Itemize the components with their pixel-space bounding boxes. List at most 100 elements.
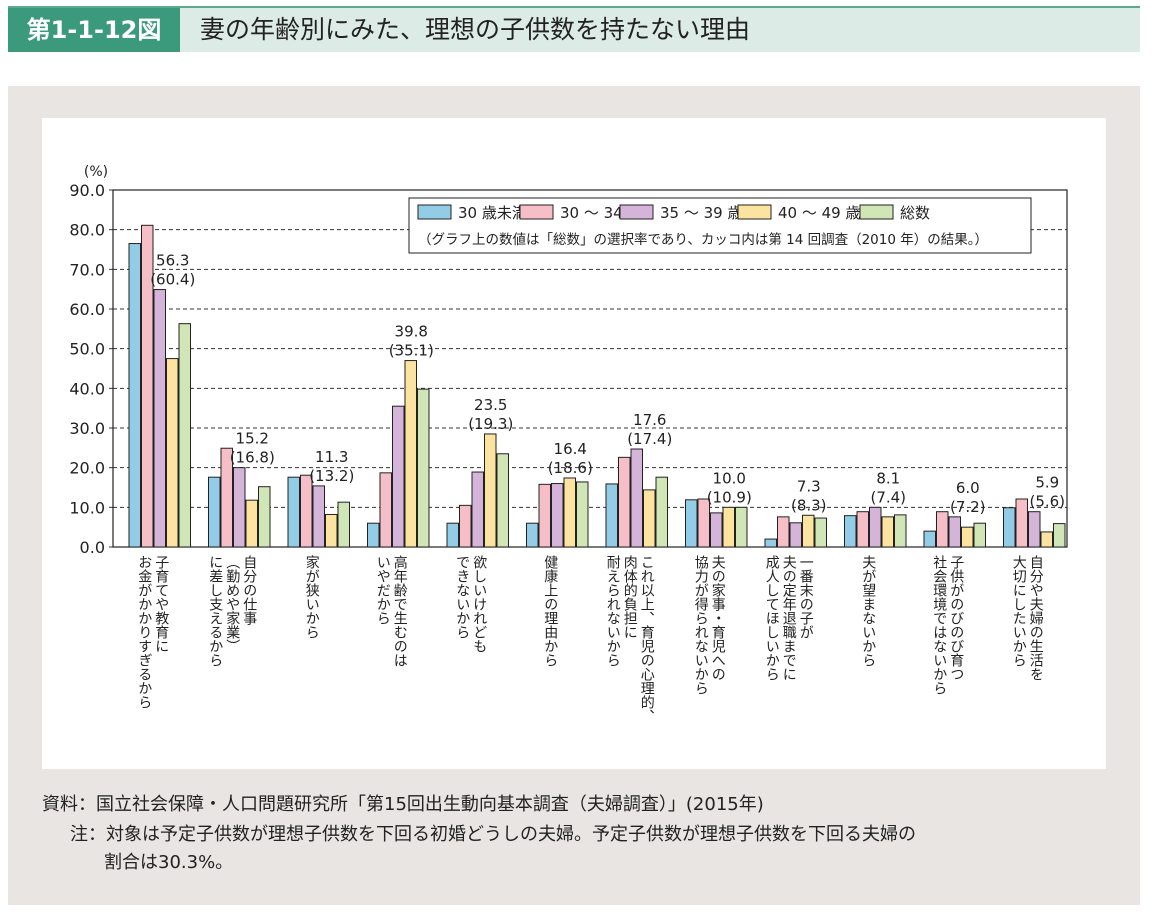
category-label: 健康上の理由から	[542, 555, 558, 667]
total-value-label: 15.2	[236, 430, 269, 448]
bar-5	[735, 506, 748, 548]
bar-4	[961, 526, 974, 548]
legend-label: 35 〜 39 歳	[660, 204, 742, 222]
bar-3	[869, 506, 882, 548]
previous-value-label: (10.9)	[707, 488, 752, 506]
total-value-label: 6.0	[956, 479, 980, 497]
legend-swatch	[859, 204, 894, 220]
bar-1	[208, 476, 221, 548]
bar-1	[685, 499, 698, 548]
legend-label: 40 〜 49 歳	[778, 204, 860, 222]
bar-2	[697, 498, 710, 548]
bar-3	[471, 471, 484, 548]
bar-1	[287, 476, 300, 548]
bar-3	[312, 485, 325, 548]
bar-2	[618, 456, 631, 548]
bar-5	[894, 514, 907, 548]
bar-5	[973, 522, 986, 548]
category-label: 自分の仕事	[241, 555, 257, 625]
bar-3	[789, 522, 802, 548]
legend-label: 30 歳未満	[458, 204, 527, 222]
bar-3	[153, 289, 166, 548]
bar-2	[856, 511, 869, 548]
total-value-label: 10.0	[713, 469, 746, 487]
bar-1	[764, 538, 777, 548]
category-label: 大切にしたいから	[1011, 555, 1027, 667]
bar-3	[710, 512, 723, 548]
previous-value-label: (35.1)	[389, 342, 434, 360]
category-label: お金がかかりすぎるから	[136, 555, 152, 709]
legend-box	[408, 197, 1032, 254]
bar-4	[166, 358, 179, 548]
category-label: 欲しいけれども	[471, 555, 487, 653]
bar-5	[337, 501, 350, 548]
bar-5	[178, 323, 191, 548]
category-label: 夫が望まないから	[860, 555, 876, 667]
legend-note: （グラフ上の数値は「総数」の選択率であり、カッコ内は第 14 回調査（2010 …	[418, 231, 988, 248]
y-tick-label: 80.0	[69, 221, 105, 240]
category-label: 夫の定年退職までに	[781, 555, 797, 681]
category-label: いやだから	[375, 555, 391, 625]
total-value-label: 11.3	[315, 448, 348, 466]
bar-4	[245, 499, 258, 548]
bar-4	[484, 433, 497, 548]
bar-2	[300, 474, 313, 548]
y-tick-label: 50.0	[69, 340, 105, 359]
legend-swatch	[619, 204, 654, 220]
bar-4	[722, 506, 735, 548]
previous-value-label: (5.6)	[1029, 493, 1065, 511]
y-axis-unit: (%)	[84, 164, 108, 180]
bar-3	[233, 467, 246, 548]
bar-5	[576, 481, 589, 548]
bar-2	[1015, 498, 1028, 548]
bar-5	[655, 476, 668, 548]
bar-1	[1003, 507, 1016, 548]
bar-4	[325, 513, 338, 548]
figure-title: 妻の年齢別にみた、理想の子供数を持たない理由	[200, 15, 751, 44]
bar-1	[367, 522, 380, 548]
note-line-2: 割合は30.3%。	[104, 852, 234, 873]
previous-value-label: (13.2)	[309, 467, 354, 485]
bar-1	[128, 243, 141, 548]
previous-value-label: (16.8)	[230, 449, 275, 467]
bar-2	[936, 511, 949, 548]
bar-5	[496, 453, 509, 548]
bar-2	[141, 224, 154, 548]
bar-4	[643, 489, 656, 548]
category-label: 成人してほしいから	[764, 555, 780, 681]
category-label: 高年齢で生むのは	[392, 554, 408, 667]
previous-value-label: (60.4)	[150, 271, 195, 289]
bar-4	[881, 516, 894, 548]
bar-3	[948, 516, 961, 548]
bar-5	[258, 486, 271, 548]
previous-value-label: (8.3)	[791, 496, 827, 514]
category-label: （勤めや家業）	[224, 555, 240, 653]
bar-3	[630, 448, 643, 548]
bar-1	[605, 483, 618, 548]
bar-4	[404, 360, 417, 548]
category-label: 協力が得られないから	[693, 555, 709, 695]
bar-5	[1053, 523, 1066, 548]
total-value-label: 7.3	[797, 477, 821, 495]
category-label: に差し支えるから	[207, 555, 223, 667]
previous-value-label: (7.4)	[870, 488, 906, 506]
previous-value-label: (19.3)	[468, 415, 513, 433]
total-value-label: 39.8	[395, 323, 428, 341]
bar-5	[814, 517, 827, 548]
previous-value-label: (7.2)	[950, 498, 986, 516]
previous-value-label: (18.6)	[548, 459, 593, 477]
bar-2	[777, 516, 790, 548]
y-tick-label: 40.0	[69, 379, 105, 398]
category-label: 自分や夫婦の生活を	[1028, 555, 1044, 681]
category-label: 子育てや教育に	[153, 555, 169, 653]
figure-number: 第1-1-12図	[8, 8, 180, 52]
y-tick-label: 90.0	[69, 181, 105, 200]
figure-header: 第1-1-12図 妻の年齢別にみた、理想の子供数を持たない理由	[8, 6, 1140, 52]
category-label: 一番末の子が	[798, 555, 814, 639]
category-label: 家が狭いから	[304, 554, 320, 639]
bar-4	[802, 514, 815, 548]
total-value-label: 5.9	[1035, 474, 1059, 492]
category-label: 肉体的負担に	[622, 555, 638, 639]
bar-4	[1040, 531, 1053, 548]
